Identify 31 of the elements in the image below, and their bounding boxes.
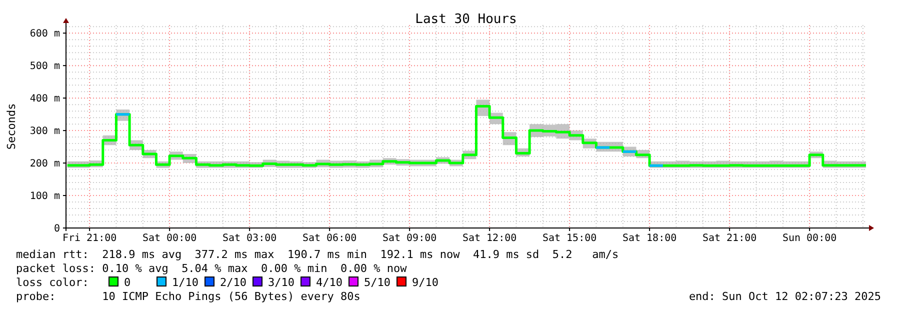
x-tick-label: Sat 06:00: [302, 233, 357, 244]
legend-label: 9/10: [412, 276, 438, 289]
x-tick-label: Sat 18:00: [622, 233, 677, 244]
x-tick-label: Sat 03:00: [222, 233, 277, 244]
text: median rtt: 218.9 ms avg 377.2 ms max 190.7 ms min 192.1 ms now 41.9 ms sd 5.2 am/s: [16, 248, 619, 261]
text: packet loss: 0.10 % avg 5.04 % max 0.00 % min 0.00 % now: [16, 262, 408, 275]
legend-label: 5/10: [364, 276, 390, 289]
legend-label: 2/10: [220, 276, 246, 289]
x-tick-label: Sun 00:00: [782, 233, 837, 244]
y-tick-label: 0: [54, 224, 60, 234]
x-tick-label: Sat 12:00: [462, 233, 517, 244]
legend-title: loss color:: [16, 276, 89, 289]
x-tick-label: Sat 00:00: [142, 233, 197, 244]
y-axis-title: Seconds: [5, 103, 18, 150]
y-tick-label: 500 m: [30, 61, 60, 72]
x-tick-label: Sat 09:00: [382, 233, 437, 244]
y-tick-label: 300 m: [30, 126, 60, 138]
legend-label: 3/10: [268, 276, 294, 289]
text: probe: 10 ICMP Echo Pings (56 Bytes) every 80s: [16, 290, 360, 303]
x-tick-label: Sat 21:00: [702, 233, 757, 244]
y-tick-label: 600 m: [30, 28, 60, 40]
legend-label: 1/10: [172, 276, 198, 289]
legend-label: 0: [124, 276, 131, 289]
x-tick-label: Sat 15:00: [542, 233, 597, 244]
text: end: Sun Oct 12 02:07:23 2025: [688, 290, 881, 303]
y-tick-label: 400 m: [30, 94, 60, 105]
chart-title: Last 30 Hours: [415, 12, 517, 27]
legend-label: 4/10: [316, 276, 342, 289]
x-tick-label: Fri 21:00: [62, 233, 117, 244]
y-tick-label: 100 m: [30, 191, 60, 202]
y-tick-label: 200 m: [30, 158, 60, 170]
